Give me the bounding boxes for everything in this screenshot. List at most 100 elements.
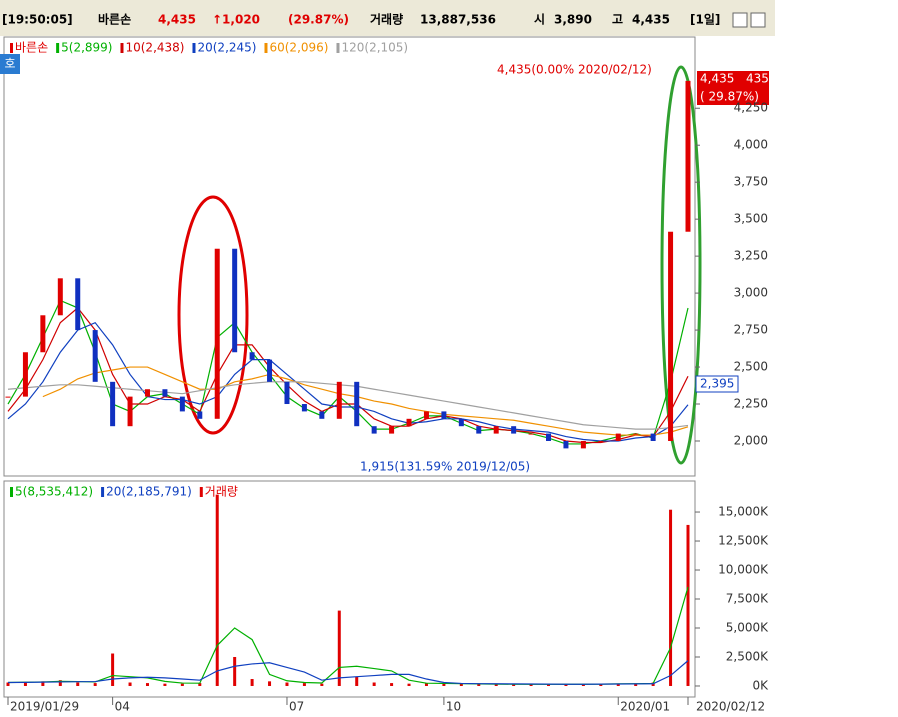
candle [162, 389, 168, 397]
volume-bar [547, 684, 551, 686]
candle [144, 389, 150, 397]
time: [19:50:05] [2, 13, 73, 27]
volume-bar [686, 524, 690, 686]
volume-bar [407, 683, 411, 686]
y-tick-label: 7,500K [726, 592, 769, 606]
ma-line [7, 299, 689, 445]
legend-swatch [10, 487, 13, 497]
candle [179, 396, 185, 412]
legend-label: 5(2,899) [61, 41, 112, 55]
highlight-green [660, 65, 702, 465]
volume-bar [390, 683, 394, 686]
volume-bar [477, 684, 481, 686]
price-box-change: 435 [746, 72, 769, 86]
y-tick-label: 2,500 [734, 360, 768, 374]
candle [336, 381, 342, 419]
price-box-value: 4,435 [700, 72, 734, 86]
legend-label: 5(8,535,412) [15, 485, 93, 499]
volume-bar [424, 683, 428, 686]
legend-label: 거래량 [205, 485, 238, 499]
close-button[interactable] [750, 12, 766, 28]
volume-bar [320, 683, 324, 686]
price-panel [3, 36, 696, 477]
ma-line [7, 307, 689, 444]
legend-swatch [336, 43, 340, 53]
y-tick-label: 2,250 [734, 397, 768, 411]
x-tick-label: 2020/01 [620, 700, 670, 714]
legend-swatch [120, 43, 124, 53]
ma-line [7, 321, 689, 442]
candle [197, 411, 203, 419]
candle [284, 381, 290, 405]
volume-bar [355, 676, 359, 686]
volume-bar [6, 682, 10, 686]
ma-line [7, 381, 689, 430]
period: [1일] [690, 13, 720, 27]
volume-bar [93, 683, 97, 686]
volume-bar [145, 683, 149, 686]
y-tick-label: 3,750 [734, 175, 768, 189]
candle [423, 411, 429, 419]
volume-bar [268, 681, 272, 686]
vol-label: 거래량 [370, 12, 403, 27]
ma-box [695, 375, 739, 393]
volume-bar [128, 682, 132, 686]
candle [493, 426, 499, 434]
volume-bar [616, 683, 620, 686]
volume-bar [111, 653, 115, 686]
volume-bar [285, 682, 289, 686]
candle [406, 418, 412, 427]
candle [40, 315, 46, 353]
price: 4,435 [158, 13, 196, 27]
candle [371, 426, 377, 434]
high-annotation: 4,435(0.00% 2020/02/12) [497, 63, 652, 77]
legend-label: 20(2,185,791) [106, 485, 192, 499]
candle [685, 80, 691, 232]
candle [232, 248, 238, 353]
volume-bar [233, 656, 237, 686]
legend-label: 20(2,245) [197, 41, 256, 55]
volume-bar [442, 683, 446, 686]
legend-label: 10(2,438) [125, 41, 184, 55]
volume-bar [198, 683, 202, 686]
candle [249, 352, 255, 360]
change: ↑1,020 [212, 13, 260, 27]
ma-box-value: 2,395 [700, 377, 734, 391]
volume-bar [512, 684, 516, 686]
vol: 13,887,536 [420, 13, 496, 27]
volume-bar [250, 679, 254, 686]
candle [75, 278, 81, 331]
y-tick-label: 15,000K [718, 505, 769, 519]
candle [546, 433, 552, 441]
candle [458, 418, 464, 427]
x-tick-label: 04 [115, 700, 130, 714]
ho-button[interactable] [0, 54, 20, 74]
volume-bar [337, 610, 341, 686]
restore-button[interactable] [732, 12, 748, 28]
candle [476, 426, 482, 434]
legend-label: 60(2,096) [269, 41, 328, 55]
y-tick-label: 2,750 [734, 323, 768, 337]
legend-swatch [192, 43, 196, 53]
price-box-pct: ( 29.87%) [700, 90, 759, 104]
volume-bar [529, 684, 533, 686]
candle [598, 440, 604, 442]
candle [354, 381, 360, 427]
volume-panel [3, 480, 696, 698]
volume-bar [23, 681, 27, 686]
y-tick-label: 3,000 [734, 286, 768, 300]
high: 4,435 [632, 13, 670, 27]
x-tick-label: 10 [446, 700, 461, 714]
volume-ma-line [7, 586, 689, 685]
candle [615, 433, 621, 441]
ho-label: 호 [4, 57, 15, 71]
legend-swatch [56, 43, 60, 53]
pct: (29.87%) [288, 13, 349, 27]
volume-bar [372, 682, 376, 686]
legend-label: 120(2,105) [341, 41, 408, 55]
volume-bar [41, 681, 45, 686]
volume-bar [58, 680, 62, 686]
volume-bar [581, 684, 585, 686]
candle [528, 433, 534, 435]
header-bar [0, 0, 775, 36]
